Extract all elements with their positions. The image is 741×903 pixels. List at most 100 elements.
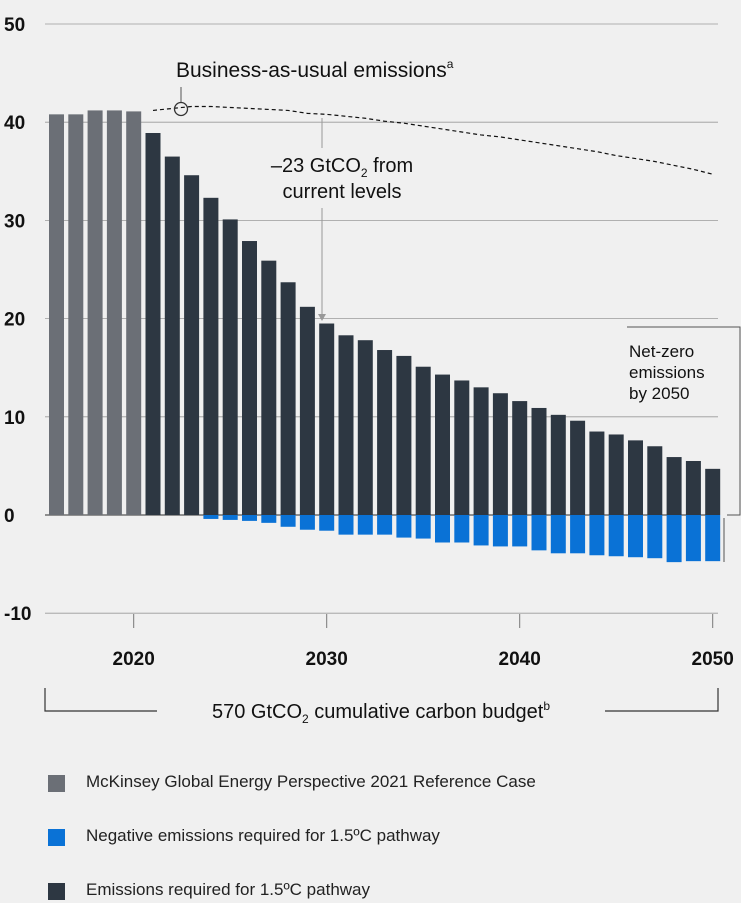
budget-bracket-right xyxy=(605,688,719,712)
bar-negative-2031 xyxy=(338,515,354,535)
emissions-chart: 50 40 30 20 10 0 -10 2020 2030 2040 2050 Business… xyxy=(4,15,741,726)
y-tick-label: 20 xyxy=(4,310,25,331)
bar-negative-2025 xyxy=(222,515,238,520)
bar-negative-2049 xyxy=(685,515,701,562)
bar-positive-2030 xyxy=(319,323,335,515)
bar-negative-2043 xyxy=(570,515,586,554)
bar-negative-2029 xyxy=(299,515,315,530)
reduction-arrow-head xyxy=(318,314,326,321)
legend-swatch-reference xyxy=(48,775,65,792)
bar-negative-2030 xyxy=(319,515,335,531)
reduction-label-pre: –23 GtCO xyxy=(271,155,361,177)
bar-negative-2028 xyxy=(280,515,296,527)
bar-positive-2023 xyxy=(184,175,200,515)
bar-positive-2021 xyxy=(145,133,161,515)
reduction-label-line2: current levels xyxy=(283,181,402,203)
bar-positive-2035 xyxy=(415,366,431,515)
bar-negative-2026 xyxy=(242,515,257,521)
netzero-label-line2: emissions xyxy=(629,363,705,382)
bar-negative-2048 xyxy=(666,515,682,563)
bar-positive-2028 xyxy=(280,282,296,515)
bar-reference-2020 xyxy=(126,111,142,515)
netzero-bracket xyxy=(627,326,741,516)
bau-line xyxy=(152,105,713,175)
bar-reference-2018 xyxy=(87,110,103,515)
bar-reference-2016 xyxy=(49,114,64,516)
bar-reference-2019 xyxy=(106,110,122,515)
bar-negative-2034 xyxy=(396,515,412,538)
bar-negative-2024 xyxy=(203,515,219,519)
x-tick-label: 2020 xyxy=(113,649,155,670)
bar-positive-2044 xyxy=(589,431,605,515)
bau-label-sup: a xyxy=(447,57,454,71)
bar-positive-2032 xyxy=(357,340,373,515)
y-tick-label: 40 xyxy=(4,113,25,134)
bar-positive-2022 xyxy=(164,156,180,515)
bar-negative-2027 xyxy=(261,515,277,523)
bar-negative-2042 xyxy=(550,515,566,554)
bars xyxy=(49,110,721,563)
bar-negative-2036 xyxy=(435,515,450,543)
budget-label: 570 GtCO2 cumulative carbon budgetb xyxy=(212,699,550,726)
y-axis-ticks: 50 40 30 20 10 0 -10 xyxy=(4,15,31,625)
bar-negative-2033 xyxy=(377,515,393,535)
x-tick-label: 2050 xyxy=(692,649,734,670)
bar-positive-2043 xyxy=(570,420,586,515)
bar-negative-2044 xyxy=(589,515,605,556)
legend-label-positive: Emissions required for 1.5ºC pathway xyxy=(86,880,371,899)
bar-negative-2045 xyxy=(608,515,624,557)
bar-positive-2048 xyxy=(666,457,682,515)
netzero-label-line1: Net-zero xyxy=(629,342,694,361)
bar-positive-2045 xyxy=(608,434,624,515)
x-tick-label: 2040 xyxy=(499,649,541,670)
bar-positive-2049 xyxy=(685,460,701,515)
bar-negative-2050 xyxy=(705,515,721,562)
bar-negative-2035 xyxy=(415,515,431,539)
bar-positive-2031 xyxy=(338,335,354,515)
reduction-label-post: from xyxy=(368,155,414,177)
bar-negative-2032 xyxy=(357,515,373,535)
bar-reference-2017 xyxy=(68,114,84,516)
y-tick-label: 50 xyxy=(4,15,25,36)
bar-negative-2041 xyxy=(531,515,547,551)
bar-positive-2046 xyxy=(628,440,643,515)
bar-positive-2038 xyxy=(473,387,489,515)
bau-label: Business-as-usual emissionsa xyxy=(176,57,454,82)
x-axis-ticks: 2020 2030 2040 2050 xyxy=(113,614,734,670)
bar-positive-2037 xyxy=(454,380,470,515)
budget-label-post: cumulative carbon budget xyxy=(309,701,544,723)
bar-positive-2027 xyxy=(261,260,277,515)
y-tick-label: 0 xyxy=(4,506,15,527)
y-tick-label: -10 xyxy=(4,604,31,625)
reduction-label-line1: –23 GtCO2 from xyxy=(271,155,413,180)
bar-positive-2050 xyxy=(705,468,721,515)
bar-negative-2037 xyxy=(454,515,470,543)
reduction-label-sub: 2 xyxy=(361,166,368,180)
x-tick-label: 2030 xyxy=(306,649,348,670)
legend-swatch-negative xyxy=(48,829,65,846)
bar-positive-2041 xyxy=(531,407,547,515)
bar-positive-2026 xyxy=(242,241,257,515)
bar-positive-2039 xyxy=(492,393,508,515)
y-tick-label: 10 xyxy=(4,408,25,429)
bar-positive-2047 xyxy=(647,446,663,515)
bar-positive-2034 xyxy=(396,355,412,515)
budget-bracket-left xyxy=(44,688,157,712)
bar-negative-2039 xyxy=(492,515,508,547)
bar-positive-2025 xyxy=(222,219,238,515)
bau-line-group xyxy=(152,105,713,175)
budget-label-sup: b xyxy=(543,699,550,713)
legend-label-reference: McKinsey Global Energy Perspective 2021 … xyxy=(86,772,536,791)
bau-label-main: Business-as-usual emissions xyxy=(176,59,447,82)
budget-label-sub: 2 xyxy=(302,712,309,726)
bar-positive-2042 xyxy=(550,414,566,515)
bau-callout-marker xyxy=(173,101,189,117)
bar-positive-2036 xyxy=(435,374,450,515)
bar-negative-2047 xyxy=(647,515,663,559)
bar-negative-2038 xyxy=(473,515,489,546)
legend-label-negative: Negative emissions required for 1.5ºC pa… xyxy=(86,826,440,845)
bar-positive-2029 xyxy=(299,306,315,515)
bar-negative-2046 xyxy=(628,515,643,558)
budget-label-pre: 570 GtCO xyxy=(212,701,302,723)
bar-positive-2024 xyxy=(203,197,219,515)
